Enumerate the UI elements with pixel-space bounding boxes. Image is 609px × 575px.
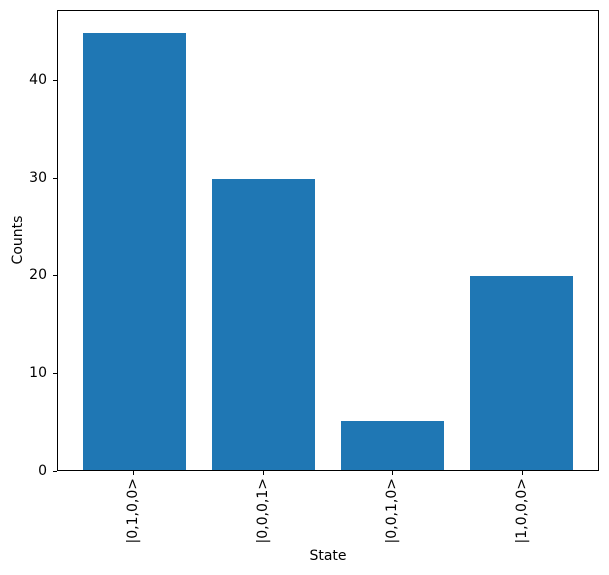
bar — [340, 421, 445, 470]
y-tick-mark — [53, 275, 57, 277]
bar — [82, 32, 186, 470]
y-tick-mark — [53, 470, 57, 472]
y-tick-label: 30 — [29, 169, 47, 186]
bar — [211, 178, 316, 470]
y-axis-label: Counts — [10, 215, 26, 265]
bar — [470, 275, 574, 470]
y-tick-mark — [53, 80, 57, 82]
y-tick-mark — [53, 372, 57, 374]
x-tick-label: |0,1,0,0> — [125, 478, 141, 544]
x-tick-label: |1,0,0,0> — [513, 478, 530, 544]
x-tick-label: |0,0,0,1> — [254, 478, 271, 544]
y-tick-label: 10 — [29, 364, 47, 381]
y-tick-label: 0 — [38, 462, 47, 479]
x-tick-mark — [392, 471, 394, 475]
x-tick-mark — [262, 471, 264, 475]
x-tick-mark — [133, 471, 134, 475]
x-tick-label: |0,0,1,0> — [384, 478, 401, 544]
y-tick-label: 20 — [29, 267, 47, 284]
y-tick-label: 40 — [29, 72, 47, 89]
plot-area — [57, 10, 599, 471]
x-tick-mark — [521, 471, 523, 475]
y-tick-mark — [53, 177, 57, 179]
x-axis-label: State — [309, 548, 347, 564]
